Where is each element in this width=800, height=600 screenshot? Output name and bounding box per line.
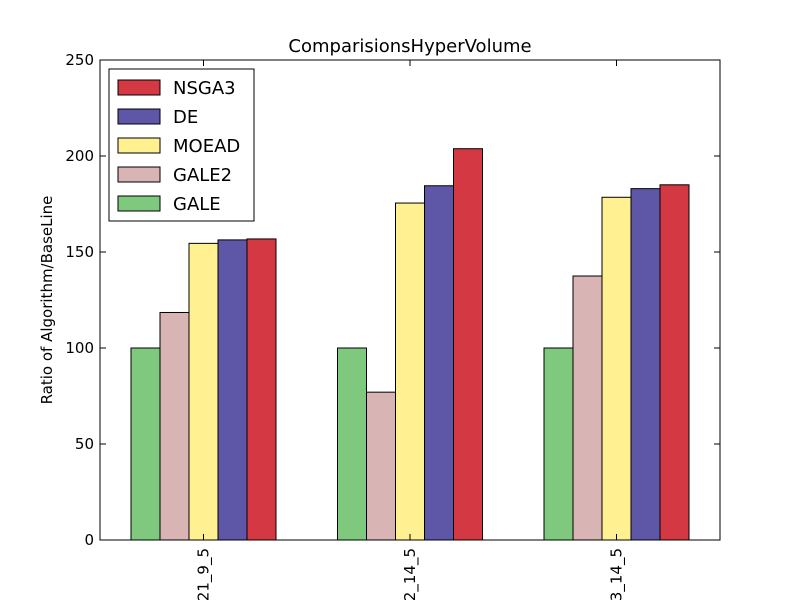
bar-moead-3-14-5 xyxy=(601,196,632,541)
legend-label-nsga3: NSGA3 xyxy=(173,78,236,99)
bar-nsga3-21-9-5 xyxy=(246,238,277,541)
y-tick-label: 0 xyxy=(84,531,94,549)
legend: NSGA3 DE MOEAD GALE2 GALE xyxy=(108,68,255,222)
bar-de-3-14-5 xyxy=(630,188,661,541)
x-tick-label: 2_14_5 xyxy=(401,548,420,600)
y-tick-label: 100 xyxy=(65,339,94,357)
legend-label-de: DE xyxy=(173,107,198,128)
bar-moead-2-14-5 xyxy=(395,202,425,541)
chart-title: ComparisionsHyperVolume xyxy=(288,36,531,57)
bar-gale2-2-14-5 xyxy=(366,391,396,541)
legend-label-gale2: GALE2 xyxy=(173,165,232,186)
bar-de-2-14-5 xyxy=(424,185,454,541)
legend-label-moead: MOEAD xyxy=(173,136,240,157)
ticks-layer: 0 50 100 150 200 250 21_9_5 2_14_5 3_14_5 xyxy=(65,51,720,600)
bar-gale2-21-9-5 xyxy=(159,311,190,541)
legend-swatch-moead xyxy=(117,137,161,154)
bar-de-21-9-5 xyxy=(217,239,248,541)
bar-nsga3-2-14-5 xyxy=(453,148,483,541)
legend-swatch-de xyxy=(117,108,161,125)
bar-gale2-3-14-5 xyxy=(572,275,603,541)
bar-nsga3-3-14-5 xyxy=(659,184,690,541)
bar-gale-21-9-5 xyxy=(130,347,161,541)
x-tick-label: 21_9_5 xyxy=(195,548,214,600)
y-axis-title: Ratio of Algorithm/BaseLine xyxy=(38,196,56,405)
legend-swatch-gale2 xyxy=(117,166,161,183)
bars-layer xyxy=(130,148,690,541)
legend-label-gale: GALE xyxy=(173,194,221,215)
y-tick-label: 250 xyxy=(65,51,94,69)
bar-moead-21-9-5 xyxy=(188,242,219,541)
legend-swatch-gale xyxy=(117,195,161,212)
y-tick-label: 200 xyxy=(65,147,94,165)
bar-gale-2-14-5 xyxy=(337,347,367,541)
bar-gale-3-14-5 xyxy=(543,347,574,541)
y-tick-label: 150 xyxy=(65,243,94,261)
y-tick-label: 50 xyxy=(75,435,94,453)
legend-swatch-nsga3 xyxy=(117,79,161,96)
x-tick-label: 3_14_5 xyxy=(608,548,627,600)
